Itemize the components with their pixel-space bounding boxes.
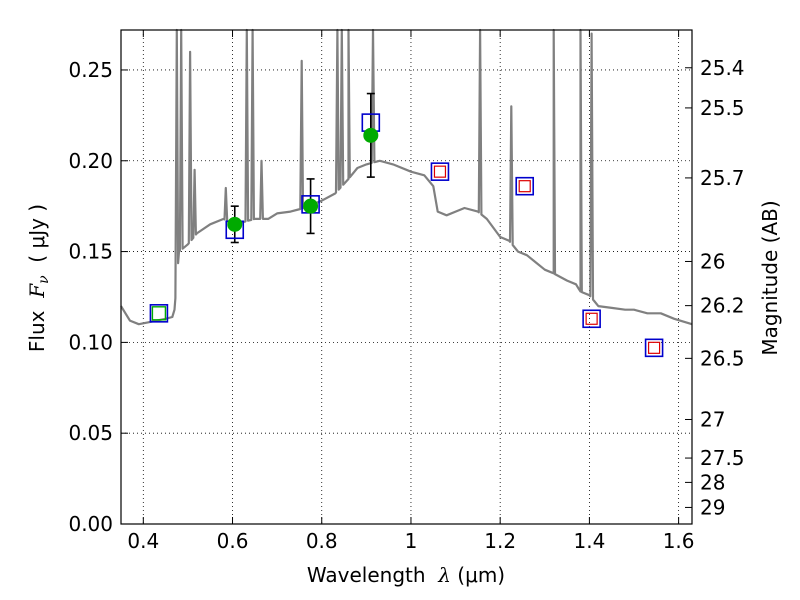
y2-axis-label: Magnitude (AB): [758, 200, 782, 355]
grid-lines: [121, 30, 692, 525]
y2-tick-label: 26.5: [700, 346, 745, 370]
x-tick-label: 1.2: [484, 529, 516, 553]
y-tick-label: 0.20: [68, 149, 113, 173]
y2-tick-label: 27: [700, 407, 725, 431]
axis-ticks: [121, 30, 692, 525]
observed-point: [363, 127, 379, 143]
y2-tick-label: 28: [700, 470, 725, 494]
open-red-square: [433, 165, 447, 178]
open-red-square: [518, 180, 531, 193]
y2-tick-label: 25.4: [700, 56, 745, 80]
x-tick-label: 1: [405, 529, 418, 553]
model-flux-box: [644, 338, 664, 358]
model-flux-box: [430, 162, 450, 181]
x-tick-label: 1.6: [663, 529, 695, 553]
y-tick-label: 0.25: [68, 58, 113, 82]
open-green-square: [151, 306, 167, 321]
x-tick-label: 0.8: [306, 529, 338, 553]
y-tick-label: 0.10: [68, 330, 113, 354]
model-spectrum: [120, 28, 693, 326]
y2-tick-label: 25.7: [700, 166, 745, 190]
x-axis-label: Wavelength λ (μm): [307, 563, 505, 587]
y2-tick-label: 26.2: [700, 294, 745, 318]
x-tick-label: 0.4: [127, 529, 159, 553]
y2-tick-label: 25.5: [700, 96, 745, 120]
model-flux-box: [582, 309, 601, 329]
y2-tick-label: 29: [700, 495, 725, 519]
observed-point: [227, 216, 243, 232]
y2-tick-label: 26: [700, 249, 725, 273]
y-axis-label: Flux Fν ( μJy ): [25, 204, 52, 352]
open-red-square: [647, 341, 661, 354]
x-tick-label: 0.6: [217, 529, 249, 553]
x-tick-label: 1.4: [573, 529, 605, 553]
y2-tick-label: 27.5: [700, 446, 745, 470]
model-flux-boxes: [149, 113, 664, 358]
model-flux-box: [515, 176, 535, 196]
y-tick-label: 0.00: [68, 512, 113, 536]
x-tick-labels: 0.4 0.6 0.8 1 1.2 1.4 1.6: [127, 529, 694, 553]
open-red-square: [585, 312, 598, 325]
spectrum-line: [120, 28, 693, 326]
observed-point: [303, 198, 319, 214]
data-points: [227, 127, 379, 232]
plot-frame: [120, 29, 693, 525]
y-tick-labels: 0.00 0.05 0.10 0.15 0.20 0.25: [68, 58, 113, 536]
model-flux-box: [149, 304, 169, 323]
y-tick-label: 0.05: [68, 421, 113, 445]
y-tick-label: 0.15: [68, 240, 113, 264]
